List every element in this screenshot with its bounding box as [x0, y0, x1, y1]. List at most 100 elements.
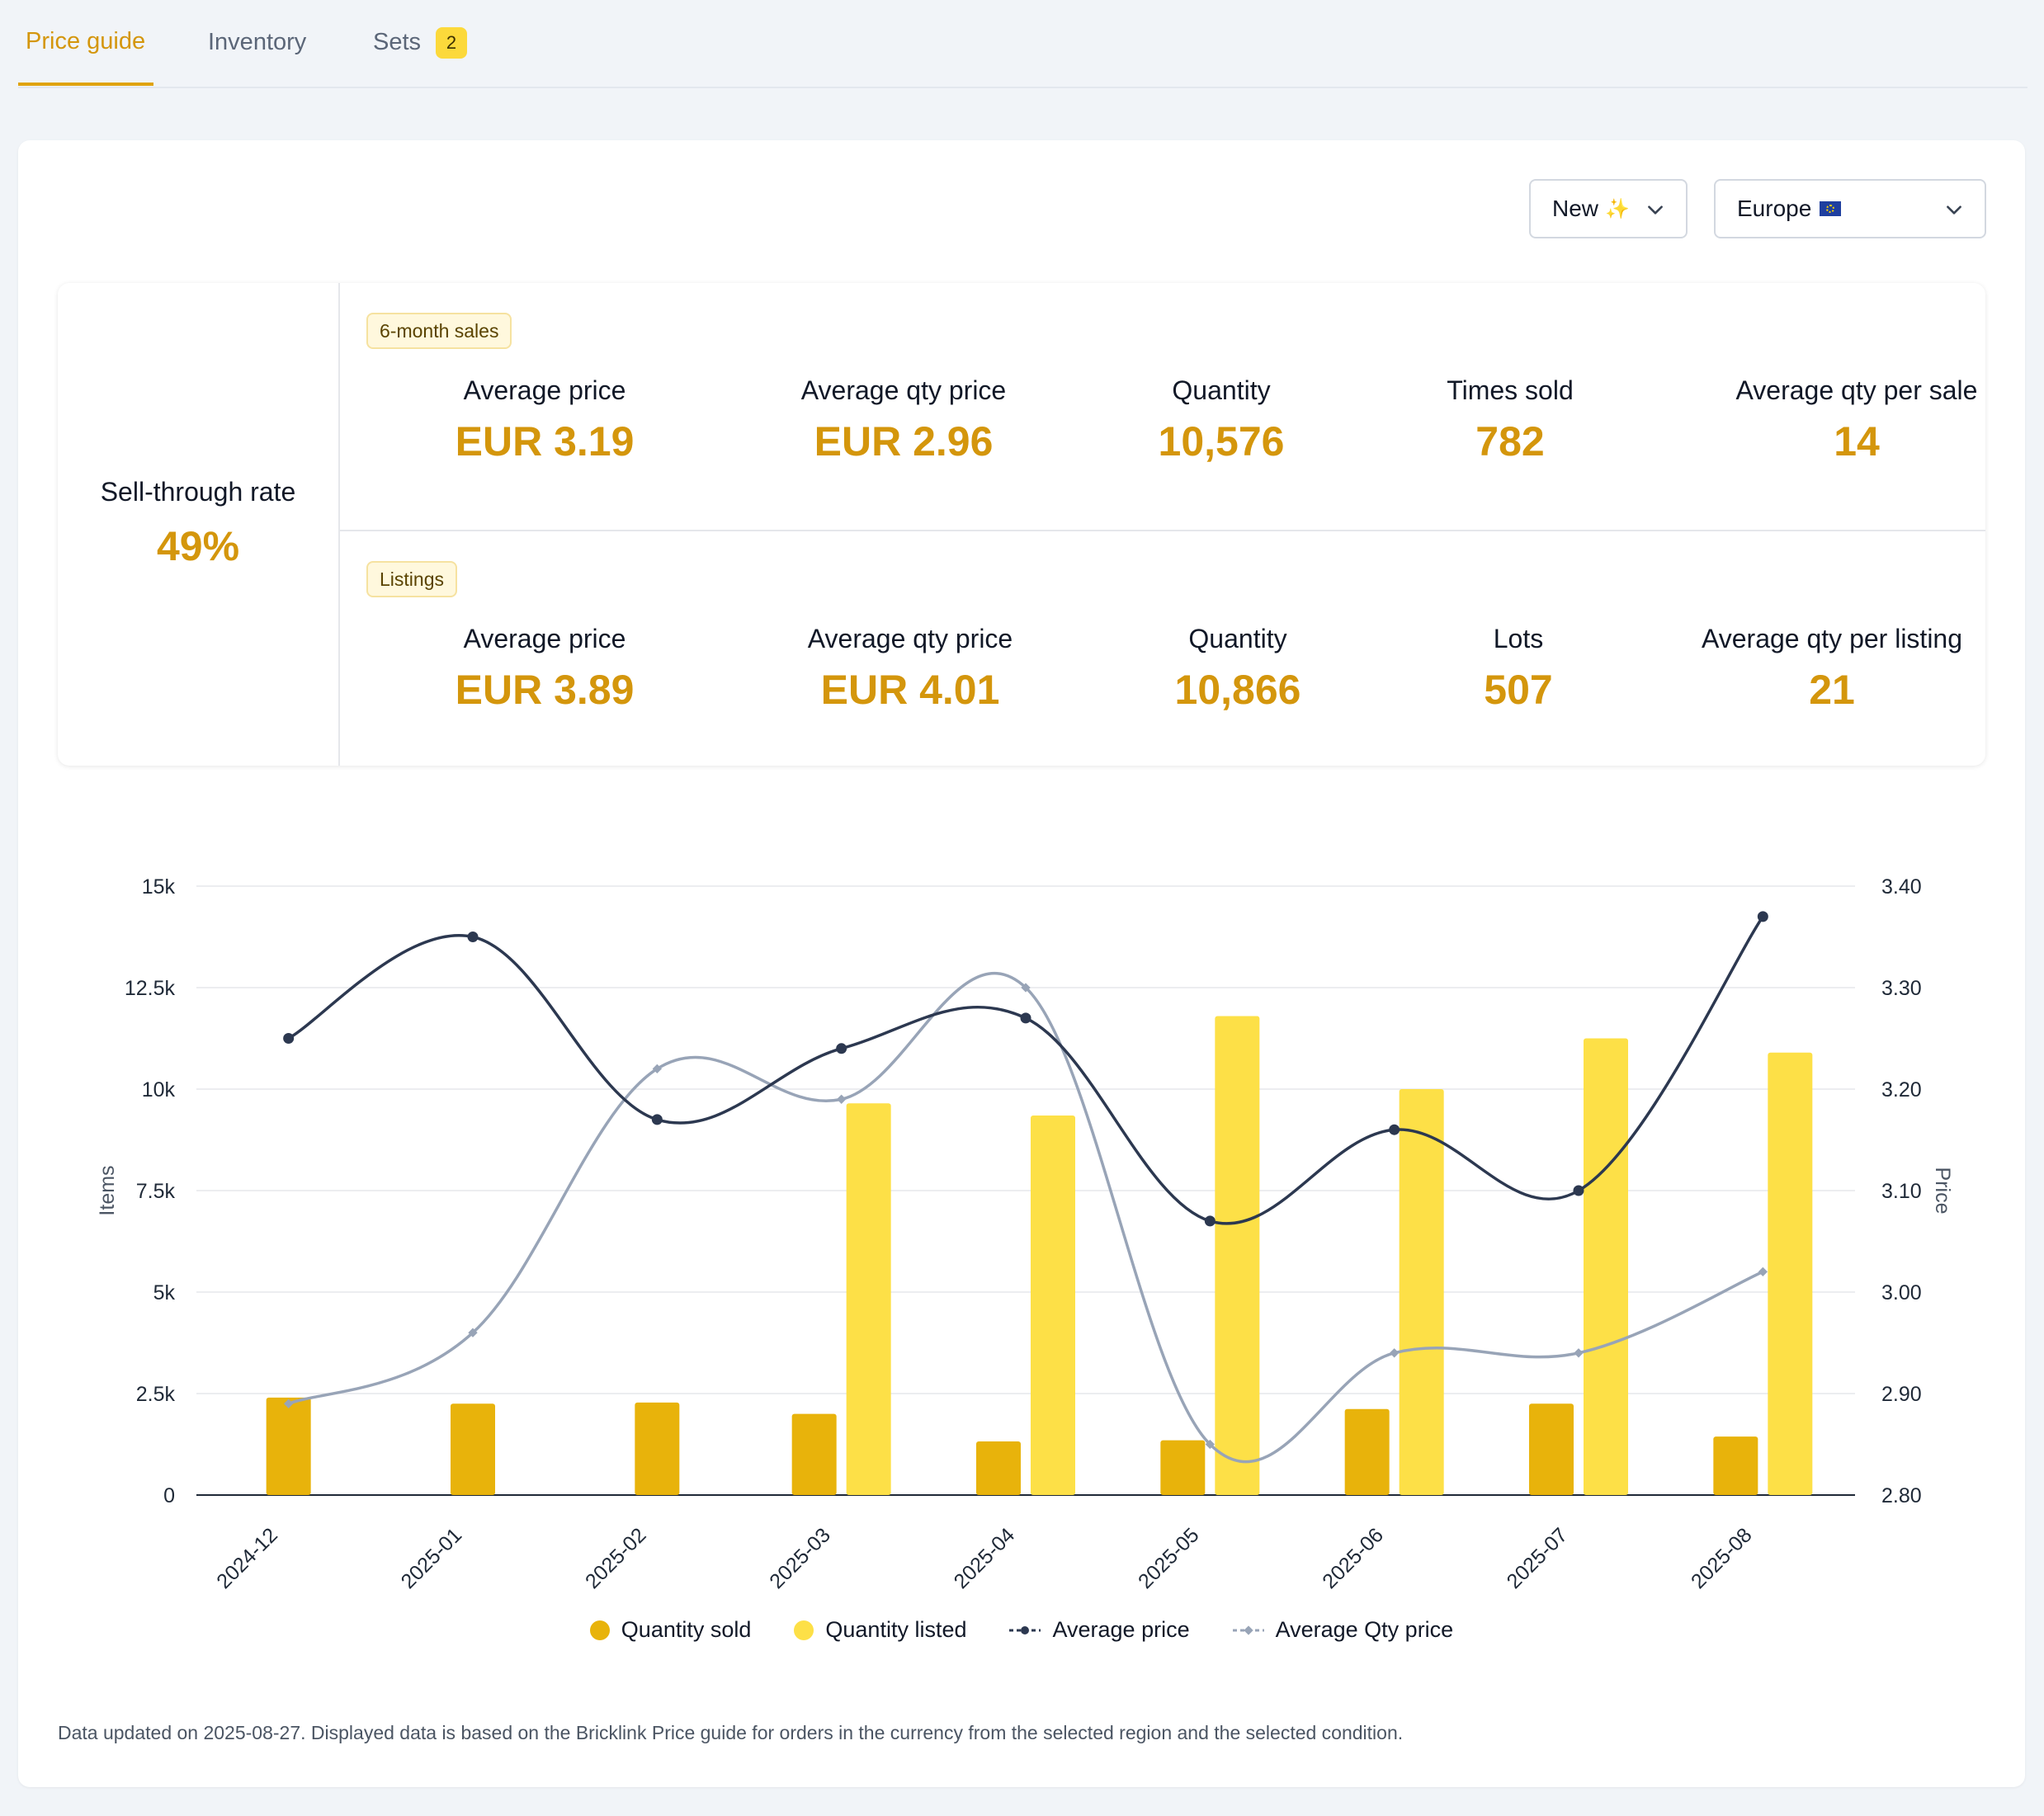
bar-quantity-sold — [635, 1402, 680, 1495]
point-average-qty-price — [284, 1399, 294, 1408]
legend-label: Quantity listed — [825, 1617, 967, 1642]
point-average-qty-price — [1205, 1439, 1215, 1450]
bar-quantity-sold — [451, 1403, 495, 1495]
bar-quantity-listed — [1399, 1089, 1444, 1495]
metric-label: Average qty per listing — [1701, 624, 1963, 653]
listings-average-price: Average price EUR 3.89 — [404, 624, 685, 714]
x-tick-label: 2025-07 — [1503, 1523, 1573, 1593]
metric-value: 782 — [1475, 418, 1545, 465]
point-average-price — [467, 932, 479, 942]
metric-label: Times sold — [1447, 375, 1574, 405]
sales-average-qty-per-sale: Average qty per sale 14 — [1700, 375, 2013, 465]
point-average-price — [1757, 911, 1768, 922]
tab-inventory[interactable]: Inventory — [208, 0, 306, 85]
metric-value: 507 — [1484, 667, 1553, 713]
legend-average-price[interactable]: Average price — [1009, 1617, 1190, 1643]
bar-quantity-listed — [1215, 1016, 1260, 1495]
point-average-qty-price — [468, 1328, 478, 1337]
region-value: Europe — [1737, 196, 1812, 221]
bar-quantity-listed — [1768, 1052, 1813, 1495]
tab-price-guide[interactable]: Price guide — [18, 0, 154, 86]
metric-value: 10,866 — [1174, 667, 1301, 713]
count-badge: 2 — [436, 26, 468, 59]
y-tick-label: 5k — [153, 1281, 176, 1304]
sales-times-sold: Times sold 782 — [1395, 375, 1626, 465]
point-average-qty-price — [652, 1064, 662, 1074]
legend-average-qty-price[interactable]: Average Qty price — [1232, 1617, 1454, 1643]
condition-select[interactable]: New ✨ — [1529, 179, 1688, 238]
tab-bar: Price guide Inventory Sets 2 — [18, 0, 2027, 88]
legend-label: Average Qty price — [1275, 1617, 1454, 1642]
sparkles-icon: ✨ — [1605, 197, 1630, 220]
x-tick-label: 2025-05 — [1134, 1523, 1204, 1593]
tab-sets[interactable]: Sets 2 — [373, 0, 468, 85]
legend-label: Quantity sold — [621, 1617, 752, 1642]
point-average-price — [1020, 1012, 1031, 1024]
x-tick-label: 2025-08 — [1687, 1523, 1757, 1593]
eu-flag-icon — [1820, 201, 1842, 216]
point-average-price — [836, 1043, 847, 1054]
condition-value: New — [1552, 196, 1599, 221]
y-tick-label: 15k — [142, 875, 176, 899]
metric-value: EUR 2.96 — [814, 418, 994, 465]
y2-tick-label: 3.40 — [1881, 875, 1922, 899]
sell-through-label: Sell-through rate — [100, 477, 296, 507]
y2-tick-label: 3.30 — [1881, 977, 1922, 1000]
y-axis-title: Items — [96, 1165, 119, 1215]
point-average-qty-price — [1758, 1266, 1768, 1277]
metric-label: Average price — [463, 375, 626, 405]
legend-label: Average price — [1052, 1617, 1190, 1642]
point-average-price — [651, 1114, 663, 1125]
line-average-price — [287, 915, 1764, 1225]
bar-quantity-sold — [791, 1413, 837, 1495]
legend-swatch — [1009, 1625, 1041, 1634]
stats-panel: Sell-through rate 49% 6-month sales Aver… — [58, 283, 1985, 766]
x-tick-label: 2024-12 — [212, 1523, 282, 1593]
sales-tag: 6-month sales — [366, 313, 512, 349]
point-average-price — [283, 1033, 295, 1044]
bar-quantity-sold — [976, 1441, 1021, 1495]
listings-tag: Listings — [366, 561, 457, 597]
metric-label: Average qty price — [807, 624, 1013, 653]
point-average-price — [1389, 1124, 1400, 1135]
point-average-qty-price — [837, 1094, 847, 1104]
legend-quantity-sold[interactable]: Quantity sold — [589, 1617, 752, 1643]
bar-quantity-sold — [266, 1397, 311, 1495]
metric-value: 21 — [1809, 667, 1855, 713]
tab-label: Price guide — [26, 27, 146, 54]
data-footnote: Data updated on 2025-08-27. Displayed da… — [58, 1722, 1404, 1743]
bar-quantity-listed — [1584, 1038, 1628, 1495]
region-select[interactable]: Europe — [1714, 179, 1986, 238]
x-tick-label: 2025-04 — [950, 1523, 1020, 1593]
divider — [339, 530, 1985, 531]
price-history-chart: 0 2.80 2.5k 2.90 5k 3.00 7.5k 3.10 10k 3.20 12.5k 3… — [96, 875, 1954, 1593]
legend-quantity-listed[interactable]: Quantity listed — [794, 1617, 966, 1643]
point-average-qty-price — [1021, 983, 1031, 993]
bar-quantity-sold — [1344, 1408, 1390, 1495]
bar-quantity-sold — [1160, 1440, 1206, 1495]
metric-value: EUR 4.01 — [820, 667, 1000, 713]
point-average-qty-price — [1574, 1348, 1584, 1358]
sell-through-section: Sell-through rate 49% — [58, 283, 340, 766]
chevron-down-icon — [1947, 205, 1961, 215]
bar-quantity-listed — [1031, 1115, 1075, 1495]
point-average-qty-price — [1390, 1348, 1400, 1358]
y-tick-label: 2.5k — [136, 1383, 176, 1406]
metric-label: Average qty per sale — [1735, 375, 1978, 405]
line-average-qty-price — [288, 971, 1764, 1464]
sell-through-value: 49% — [156, 523, 240, 569]
tab-label: Sets — [373, 29, 422, 55]
x-tick-label: 2025-02 — [581, 1523, 651, 1593]
y2-tick-label: 2.90 — [1881, 1383, 1922, 1406]
point-average-price — [1204, 1215, 1216, 1227]
sales-average-price: Average price EUR 3.19 — [404, 375, 685, 465]
bar-quantity-listed — [846, 1103, 891, 1495]
legend-swatch — [794, 1620, 814, 1640]
point-average-price — [1573, 1185, 1584, 1196]
metric-value: 14 — [1834, 418, 1880, 465]
x-tick-label: 2025-01 — [397, 1523, 467, 1593]
y-tick-label: 10k — [142, 1078, 176, 1101]
y-tick-label: 0 — [163, 1484, 175, 1507]
metric-label: Quantity — [1188, 624, 1287, 653]
chevron-down-icon — [1648, 205, 1663, 215]
